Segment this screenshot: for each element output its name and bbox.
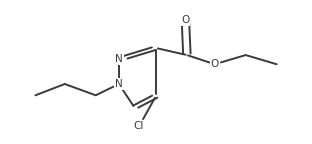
Text: Cl: Cl [134,121,144,131]
Text: O: O [181,15,189,25]
Text: N: N [115,54,123,64]
Text: N: N [115,79,123,89]
Text: O: O [211,59,219,69]
